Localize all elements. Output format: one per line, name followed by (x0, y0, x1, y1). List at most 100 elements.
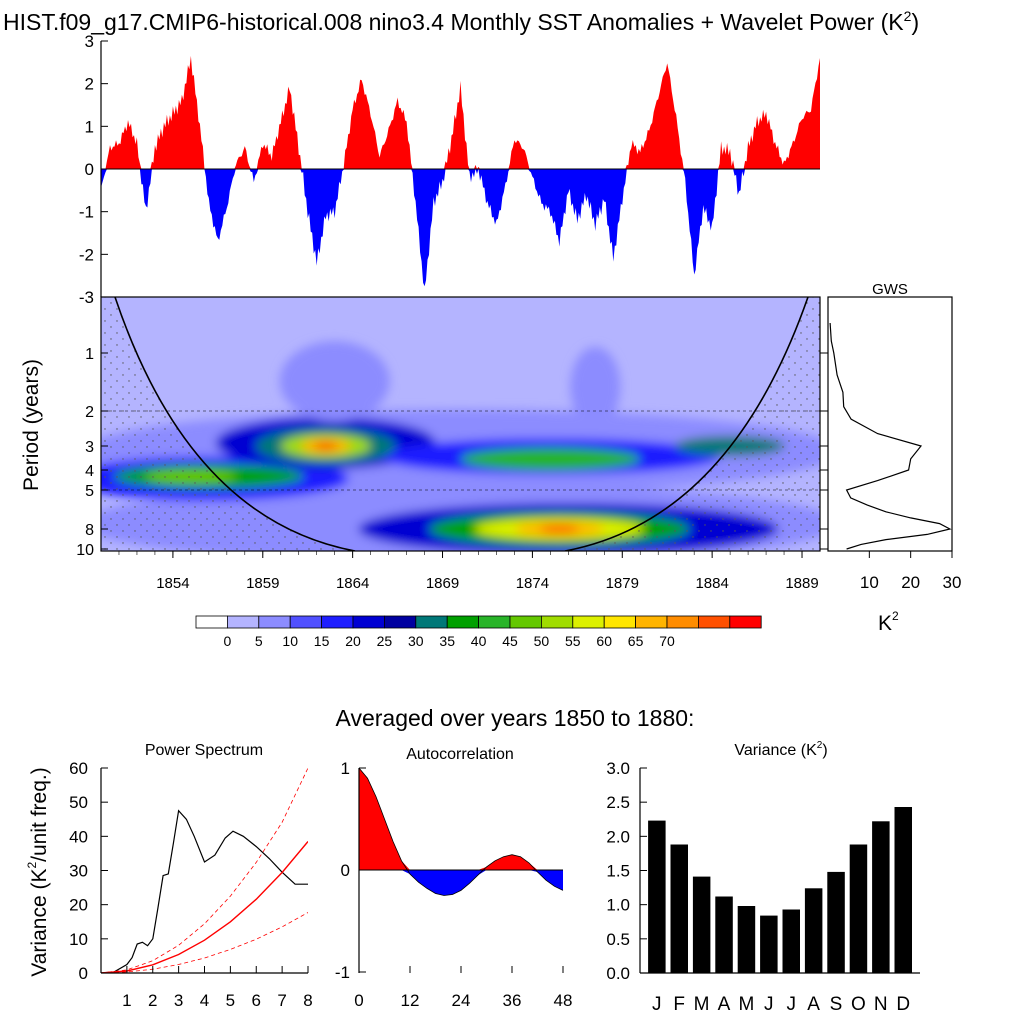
autocorrelation-area (358, 767, 564, 896)
autocorrelation-x-tick-label: 24 (452, 991, 471, 1010)
autocorrelation-y-tick-label: 1 (341, 759, 350, 778)
gws-x-tick-label: 20 (901, 573, 920, 592)
wavelet-x-tick-label: 1879 (606, 575, 639, 592)
anomaly-y-tick-label: 2 (85, 75, 94, 94)
colorbar-label: 30 (408, 633, 424, 649)
variance-bar (648, 820, 666, 973)
gws-x-ticks: 10 20 30 (860, 551, 962, 592)
colorbar-label: 10 (282, 633, 298, 649)
wavelet-y-ticks: 1 2 3 4 5 8 10 (76, 346, 828, 559)
wavelet-y-tick-label: 10 (76, 542, 94, 559)
autocorrelation-positive-fill (359, 768, 563, 870)
gws-frame (827, 296, 953, 552)
variance-bar (670, 844, 688, 973)
figure-title: HIST.f09_g17.CMIP6-historical.008 nino3.… (3, 8, 919, 35)
cone-of-influence-right-hatch (565, 297, 820, 551)
colorbar-label: 25 (377, 633, 393, 649)
power-spectrum-x-tick-label: 4 (200, 991, 209, 1010)
wavelet-power-blob (570, 346, 621, 427)
gws-panel: GWS 10 20 30 K2 (827, 281, 962, 635)
gws-title: GWS (872, 281, 908, 298)
variance-title: Variance (K2) (734, 740, 827, 759)
colorbar-label: 20 (345, 633, 361, 649)
power-spectrum-y-tick-label: 50 (69, 793, 88, 812)
autocorrelation-x-tick-label: 48 (554, 991, 573, 1010)
wavelet-y-tick-label: 8 (85, 522, 94, 539)
anomaly-y-tick-label: -1 (79, 203, 94, 222)
cone-of-influence-left-line (114, 297, 356, 551)
wavelet-y-tick-label: 1 (85, 346, 94, 363)
autocorrelation-negative-fill (359, 870, 563, 896)
autocorrelation-x-ticks: 0 12 24 36 48 (354, 966, 572, 1010)
variance-y-tick-label: 2.5 (606, 793, 630, 812)
power-spectrum-title: Power Spectrum (145, 742, 263, 759)
wavelet-y-tick-label: 4 (85, 463, 94, 480)
variance-bar (872, 821, 890, 973)
colorbar-box (541, 615, 574, 629)
power-spectrum-x-tick-label: 2 (148, 991, 157, 1010)
colorbar-box (572, 615, 605, 629)
autocorrelation-title: Autocorrelation (406, 746, 514, 763)
power-spectrum-y-tick-label: 10 (69, 930, 88, 949)
wavelet-y-tick-label: 2 (85, 404, 94, 421)
colorbar-box (478, 615, 511, 629)
variance-bar (760, 915, 778, 973)
gws-x-label: K2 (878, 609, 899, 635)
anomaly-area-series (101, 55, 820, 287)
anomaly-y-tick-label: 1 (85, 117, 94, 136)
power-spectrum-y-label: Variance (K2/unit freq.) (25, 767, 51, 976)
anomaly-positive-fill (101, 55, 820, 169)
colorbar-label: 5 (255, 633, 263, 649)
power-spectrum-y-tick-label: 30 (69, 862, 88, 881)
variance-x-tick-label: J (786, 994, 796, 1015)
colorbar-boxes (195, 615, 762, 629)
power-spectrum-y-ticks: 0 10 20 30 40 50 60 (69, 759, 108, 983)
colorbar-box (509, 615, 542, 629)
colorbar-label: 45 (502, 633, 518, 649)
power-spectrum-x-tick-label: 3 (174, 991, 183, 1010)
wavelet-power-blob (460, 447, 641, 470)
variance-bar (782, 909, 800, 973)
wavelet-power-blob (279, 341, 390, 422)
variance-x-tick-label: J (764, 994, 774, 1015)
anomaly-y-tick-label: 3 (85, 32, 94, 51)
colorbar-box (698, 615, 731, 629)
wavelet-x-tick-label: 1884 (695, 575, 728, 592)
colorbar-label: 15 (314, 633, 330, 649)
colorbar-label: 35 (439, 633, 455, 649)
power-spectrum-x-tick-label: 7 (277, 991, 286, 1010)
wavelet-power-blob (539, 525, 580, 533)
colorbar-box (321, 615, 354, 629)
colorbar-box (195, 615, 228, 629)
colorbar-box (603, 615, 637, 629)
autocorrelation-line (358, 767, 564, 896)
colorbar-label: 60 (596, 633, 612, 649)
variance-bars (648, 807, 912, 973)
variance-x-tick-label: A (718, 994, 731, 1015)
power-spectrum-y-tick-label: 60 (69, 759, 88, 778)
variance-y-tick-label: 0.0 (606, 964, 630, 983)
wavelet-y-tick-label: 3 (85, 439, 94, 456)
wavelet-x-ticks: 1854 1859 1864 1869 1874 1879 1884 1889 (118, 551, 819, 592)
wavelet-x-tick-label: 1874 (516, 575, 549, 592)
autocorrelation-x-tick-label: 0 (354, 991, 363, 1010)
power-spectrum-y-tick-label: 20 (69, 896, 88, 915)
anomaly-negative-fill (101, 169, 820, 287)
anomaly-panel: 3 2 1 0 -1 -2 -3 (79, 32, 820, 307)
subtitle: Averaged over years 1850 to 1880: (336, 705, 695, 731)
wavelet-x-tick-label: 1859 (246, 575, 279, 592)
power-spectrum-lines (101, 768, 308, 973)
power-spectrum-x-tick-label: 6 (252, 991, 261, 1010)
colorbar-box (258, 615, 291, 629)
gws-x-tick-label: 10 (860, 573, 879, 592)
wavelet-y-tick-label: 5 (85, 483, 94, 500)
power-spectrum-line (101, 809, 308, 973)
cone-of-influence-left-hatch (101, 297, 355, 551)
variance-x-tick-label: D (896, 994, 910, 1015)
gws-x-tick-label: 30 (943, 573, 962, 592)
colorbar-box (415, 615, 448, 629)
variance-y-tick-label: 3.0 (606, 759, 630, 778)
